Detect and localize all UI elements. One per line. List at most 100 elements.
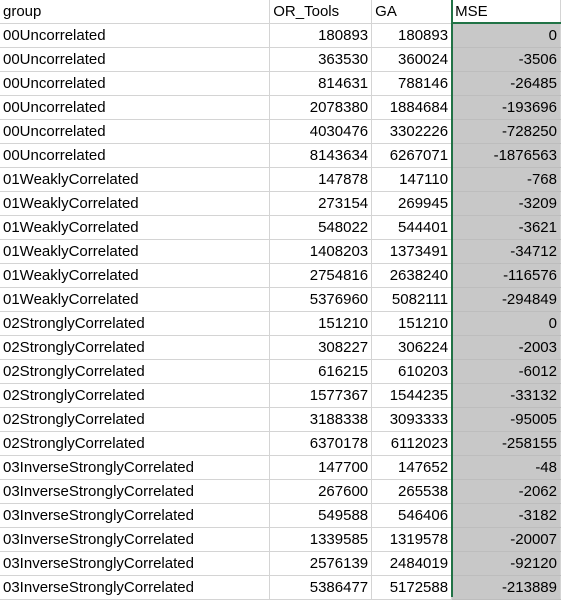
cell-mse[interactable]: -20007 xyxy=(451,527,561,552)
cell-group[interactable]: 01WeaklyCorrelated xyxy=(0,239,271,264)
cell-or-tools[interactable]: 147878 xyxy=(269,167,373,192)
cell-ga[interactable]: 1373491 xyxy=(371,239,453,264)
cell-or-tools[interactable]: 2576139 xyxy=(269,551,373,576)
cell-ga[interactable]: 151210 xyxy=(371,311,453,336)
cell-ga[interactable]: 1319578 xyxy=(371,527,453,552)
cell-mse[interactable]: -26485 xyxy=(451,71,561,96)
cell-group[interactable]: 02StronglyCorrelated xyxy=(0,407,271,432)
cell-ga[interactable]: 360024 xyxy=(371,47,453,72)
cell-mse[interactable]: -6012 xyxy=(451,359,561,384)
cell-mse[interactable]: -3621 xyxy=(451,215,561,240)
cell-or-tools[interactable]: 273154 xyxy=(269,191,373,216)
cell-ga[interactable]: 2638240 xyxy=(371,263,453,288)
cell-mse[interactable]: -258155 xyxy=(451,431,561,456)
cell-group[interactable]: 01WeaklyCorrelated xyxy=(0,215,271,240)
cell-or-tools[interactable]: 616215 xyxy=(269,359,373,384)
cell-group[interactable]: 01WeaklyCorrelated xyxy=(0,191,271,216)
cell-ga[interactable]: 265538 xyxy=(371,479,453,504)
cell-ga[interactable]: 147110 xyxy=(371,167,453,192)
cell-ga[interactable]: 269945 xyxy=(371,191,453,216)
header-cell-mse[interactable]: MSE xyxy=(451,0,561,24)
cell-or-tools[interactable]: 147700 xyxy=(269,455,373,480)
cell-mse[interactable]: 0 xyxy=(451,23,561,48)
cell-mse[interactable]: -116576 xyxy=(451,263,561,288)
cell-group[interactable]: 00Uncorrelated xyxy=(0,23,271,48)
cell-mse[interactable]: -3209 xyxy=(451,191,561,216)
cell-or-tools[interactable]: 363530 xyxy=(269,47,373,72)
cell-or-tools[interactable]: 5376960 xyxy=(269,287,373,312)
cell-or-tools[interactable]: 548022 xyxy=(269,215,373,240)
cell-ga[interactable]: 788146 xyxy=(371,71,453,96)
cell-mse[interactable]: -33132 xyxy=(451,383,561,408)
cell-group[interactable]: 02StronglyCorrelated xyxy=(0,359,271,384)
cell-ga[interactable]: 6267071 xyxy=(371,143,453,168)
cell-ga[interactable]: 546406 xyxy=(371,503,453,528)
cell-or-tools[interactable]: 3188338 xyxy=(269,407,373,432)
cell-group[interactable]: 03InverseStronglyCorrelated xyxy=(0,503,271,528)
cell-ga[interactable]: 3093333 xyxy=(371,407,453,432)
cell-group[interactable]: 02StronglyCorrelated xyxy=(0,311,271,336)
cell-or-tools[interactable]: 1339585 xyxy=(269,527,373,552)
cell-group[interactable]: 00Uncorrelated xyxy=(0,71,271,96)
cell-mse[interactable]: -34712 xyxy=(451,239,561,264)
cell-group[interactable]: 02StronglyCorrelated xyxy=(0,383,271,408)
cell-ga[interactable]: 147652 xyxy=(371,455,453,480)
cell-or-tools[interactable]: 2754816 xyxy=(269,263,373,288)
cell-group[interactable]: 03InverseStronglyCorrelated xyxy=(0,479,271,504)
cell-ga[interactable]: 610203 xyxy=(371,359,453,384)
cell-mse[interactable]: -294849 xyxy=(451,287,561,312)
cell-mse[interactable]: -3506 xyxy=(451,47,561,72)
cell-group[interactable]: 01WeaklyCorrelated xyxy=(0,167,271,192)
cell-or-tools[interactable]: 814631 xyxy=(269,71,373,96)
cell-or-tools[interactable]: 5386477 xyxy=(269,575,373,600)
cell-mse[interactable]: -95005 xyxy=(451,407,561,432)
cell-group[interactable]: 02StronglyCorrelated xyxy=(0,431,271,456)
cell-ga[interactable]: 306224 xyxy=(371,335,453,360)
cell-or-tools[interactable]: 4030476 xyxy=(269,119,373,144)
cell-group[interactable]: 03InverseStronglyCorrelated xyxy=(0,455,271,480)
cell-or-tools[interactable]: 308227 xyxy=(269,335,373,360)
cell-mse[interactable]: -768 xyxy=(451,167,561,192)
cell-or-tools[interactable]: 549588 xyxy=(269,503,373,528)
cell-or-tools[interactable]: 151210 xyxy=(269,311,373,336)
cell-or-tools[interactable]: 8143634 xyxy=(269,143,373,168)
cell-group[interactable]: 01WeaklyCorrelated xyxy=(0,263,271,288)
cell-group[interactable]: 03InverseStronglyCorrelated xyxy=(0,551,271,576)
cell-or-tools[interactable]: 180893 xyxy=(269,23,373,48)
cell-group[interactable]: 03InverseStronglyCorrelated xyxy=(0,575,271,600)
cell-mse[interactable]: -193696 xyxy=(451,95,561,120)
cell-ga[interactable]: 6112023 xyxy=(371,431,453,456)
cell-mse[interactable]: -213889 xyxy=(451,575,561,600)
cell-group[interactable]: 00Uncorrelated xyxy=(0,95,271,120)
cell-group[interactable]: 01WeaklyCorrelated xyxy=(0,287,271,312)
cell-or-tools[interactable]: 2078380 xyxy=(269,95,373,120)
cell-mse[interactable]: -3182 xyxy=(451,503,561,528)
cell-group[interactable]: 03InverseStronglyCorrelated xyxy=(0,527,271,552)
cell-group[interactable]: 00Uncorrelated xyxy=(0,47,271,72)
cell-mse[interactable]: -92120 xyxy=(451,551,561,576)
cell-ga[interactable]: 2484019 xyxy=(371,551,453,576)
cell-ga[interactable]: 5082111 xyxy=(371,287,453,312)
cell-mse[interactable]: -1876563 xyxy=(451,143,561,168)
cell-or-tools[interactable]: 1408203 xyxy=(269,239,373,264)
header-cell-group[interactable]: group xyxy=(0,0,271,24)
header-cell-ga[interactable]: GA xyxy=(371,0,453,24)
cell-ga[interactable]: 1884684 xyxy=(371,95,453,120)
cell-group[interactable]: 02StronglyCorrelated xyxy=(0,335,271,360)
cell-or-tools[interactable]: 1577367 xyxy=(269,383,373,408)
cell-ga[interactable]: 1544235 xyxy=(371,383,453,408)
cell-or-tools[interactable]: 267600 xyxy=(269,479,373,504)
cell-mse[interactable]: -48 xyxy=(451,455,561,480)
cell-ga[interactable]: 180893 xyxy=(371,23,453,48)
cell-mse[interactable]: -728250 xyxy=(451,119,561,144)
cell-ga[interactable]: 5172588 xyxy=(371,575,453,600)
cell-ga[interactable]: 3302226 xyxy=(371,119,453,144)
header-cell-or-tools[interactable]: OR_Tools xyxy=(269,0,373,24)
cell-mse[interactable]: -2003 xyxy=(451,335,561,360)
cell-mse[interactable]: 0 xyxy=(451,311,561,336)
cell-group[interactable]: 00Uncorrelated xyxy=(0,143,271,168)
cell-group[interactable]: 00Uncorrelated xyxy=(0,119,271,144)
cell-ga[interactable]: 544401 xyxy=(371,215,453,240)
cell-or-tools[interactable]: 6370178 xyxy=(269,431,373,456)
cell-mse[interactable]: -2062 xyxy=(451,479,561,504)
